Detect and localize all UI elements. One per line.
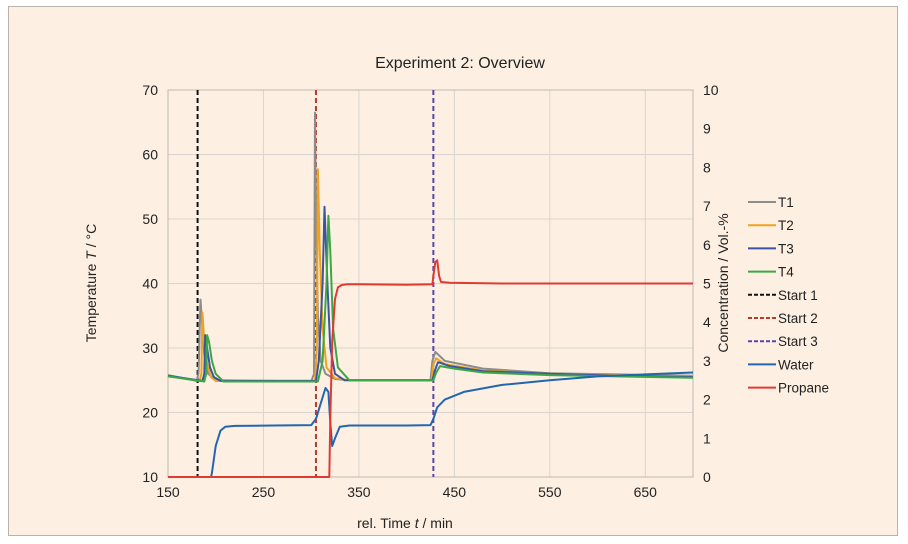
y-tick-label: 50 [142,211,158,227]
y2-tick-label: 6 [703,237,711,253]
series-line-propane [168,259,693,478]
series-line-t1 [167,111,694,383]
legend-label-start-2: Start 2 [778,311,818,326]
legend-label-t1: T1 [778,195,794,210]
series-line-t2 [167,168,694,382]
y2-tick-label: 5 [703,276,711,292]
x-tick-label: 650 [634,484,658,500]
legend-label-water: Water [778,357,814,372]
legend-label-start-3: Start 3 [778,334,818,349]
y-tick-label: 40 [142,276,158,292]
y2-tick-label: 9 [703,121,711,137]
series-line-t3 [167,205,694,382]
y2-tick-label: 0 [703,469,711,485]
x-tick-label: 350 [347,484,371,500]
y-axis-label: Temperature T / °C [83,224,99,342]
y-tick-label: 70 [142,82,158,98]
y2-tick-label: 2 [703,392,711,408]
legend-label-t4: T4 [778,265,794,280]
y2-tick-label: 1 [703,430,711,446]
y-tick-label: 60 [142,147,158,163]
x-tick-label: 550 [538,484,562,500]
y-tick-label: 30 [142,340,158,356]
x-tick-label: 450 [443,484,467,500]
legend: T1 T2 T3 T4 Start 1 Start 2 Start 3 Water Propan… [748,195,829,396]
axes: 150 250 350 450 550 650 10 20 30 40 50 60 70 0 1 2 3 4 5 6 7… [142,82,718,500]
y2-tick-label: 3 [703,353,711,369]
legend-label-t2: T2 [778,218,794,233]
y2-tick-label: 7 [703,198,711,214]
x-axis-label: rel. Time t / min [357,515,453,531]
series-lines [167,111,694,478]
legend-label-propane: Propane [778,381,829,396]
y2-tick-label: 4 [703,314,711,330]
y-tick-label: 10 [142,469,158,485]
chart-title: Experiment 2: Overview [375,55,545,72]
x-tick-label: 150 [156,484,180,500]
y2-axis-label: Concentration / Vol.-% [715,213,731,352]
x-tick-label: 250 [252,484,276,500]
y2-tick-label: 8 [703,159,711,175]
legend-label-start-1: Start 1 [778,288,818,303]
y2-tick-label: 10 [703,82,719,98]
y-tick-label: 20 [142,405,158,421]
series-line-water [168,371,694,478]
legend-label-t3: T3 [778,241,794,256]
series-line-t4 [167,214,694,383]
